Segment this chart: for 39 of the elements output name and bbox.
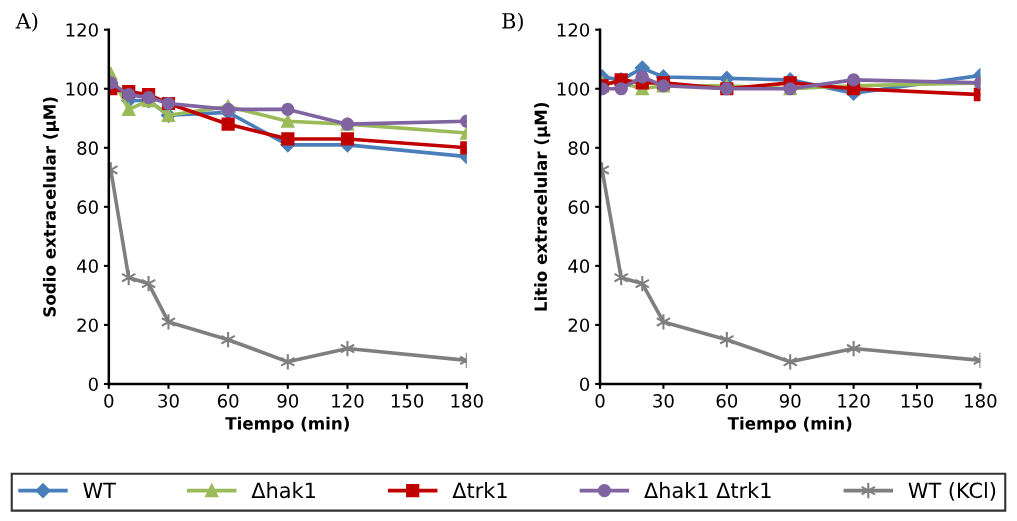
legend-label: Δhak1 xyxy=(251,482,315,499)
x-tick-label: 120 xyxy=(838,394,870,408)
x-tick-label: 30 xyxy=(158,394,179,408)
y-tick-label: 0 xyxy=(88,377,98,392)
legend-label: WT (KCl) xyxy=(908,482,996,501)
y-tick-label: 80 xyxy=(77,141,98,155)
x-tick-label: 30 xyxy=(653,394,674,408)
legend-label: Δhak1 Δtrk1 xyxy=(644,482,771,499)
x-axis-title: Tiempo (min) xyxy=(225,416,349,433)
x-tick-label: 0 xyxy=(595,394,605,408)
chart-title: A) xyxy=(15,12,38,32)
x-tick-label: 60 xyxy=(217,394,239,408)
x-tick-label: 180 xyxy=(451,394,483,408)
y-tick-label: 120 xyxy=(557,23,590,37)
y-tick-label: 20 xyxy=(568,318,590,333)
x-tick-label: 150 xyxy=(391,394,424,408)
x-axis-title: Tiempo (min) xyxy=(727,416,852,433)
x-tick-label: 120 xyxy=(332,394,364,408)
y-axis-title: Litio extracelular (µM) xyxy=(534,102,551,311)
y-tick-label: 40 xyxy=(77,259,98,273)
x-tick-label: 150 xyxy=(901,394,934,408)
legend-label: Δtrk1 xyxy=(452,482,507,498)
legend-label: WT xyxy=(83,482,116,498)
y-tick-label: 0 xyxy=(580,377,590,392)
y-tick-label: 60 xyxy=(568,200,590,214)
y-tick-label: 120 xyxy=(66,23,98,37)
y-axis-title: Sodio extracelular (µM) xyxy=(42,97,60,317)
x-tick-label: 0 xyxy=(104,394,114,408)
y-tick-label: 20 xyxy=(77,318,98,333)
y-tick-label: 60 xyxy=(77,200,98,214)
x-tick-label: 180 xyxy=(965,394,997,408)
y-tick-label: 100 xyxy=(66,82,98,96)
x-tick-label: 60 xyxy=(716,394,738,408)
x-tick-label: 90 xyxy=(779,394,801,408)
y-tick-label: 80 xyxy=(568,141,590,155)
x-tick-label: 90 xyxy=(277,394,299,408)
y-tick-label: 100 xyxy=(557,82,590,96)
chart-title: B) xyxy=(502,12,523,32)
y-tick-label: 40 xyxy=(568,259,590,273)
